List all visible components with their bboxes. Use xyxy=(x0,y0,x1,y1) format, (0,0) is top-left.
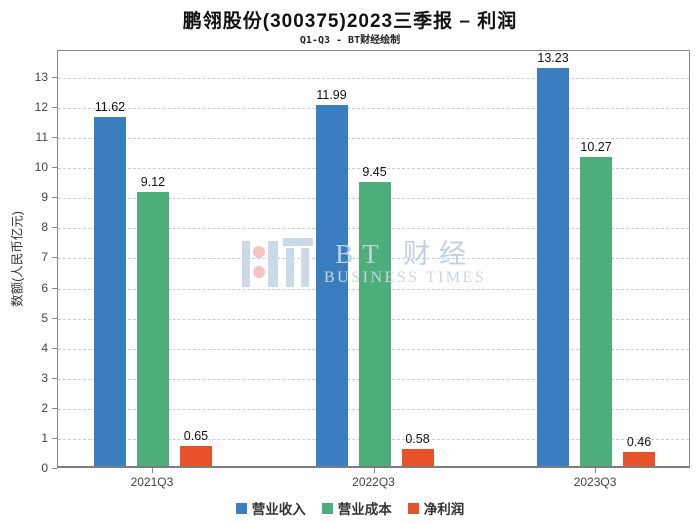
watermark-brand: BT 财经 xyxy=(335,239,476,269)
y-tick-label-6: 6 xyxy=(41,280,48,295)
y-tick-label-9: 9 xyxy=(41,190,48,205)
y-tick-mark xyxy=(52,137,57,139)
y-tick-mark xyxy=(52,197,57,199)
legend-item-营业收入: 营业收入 xyxy=(235,498,306,518)
legend-swatch-icon xyxy=(235,502,247,514)
legend-label: 净利润 xyxy=(423,502,465,517)
bar-value-label: 11.99 xyxy=(316,88,347,103)
bar-营业收入-2023Q3 xyxy=(537,68,570,466)
bar-营业成本-2022Q3 xyxy=(358,181,391,466)
y-tick-label-11: 11 xyxy=(35,130,48,145)
bar-value-label: 13.23 xyxy=(537,51,569,66)
x-tick-label-2023Q3: 2023Q3 xyxy=(573,475,617,489)
y-tick-label-0: 0 xyxy=(41,461,48,475)
bar-净利润-2021Q3 xyxy=(179,446,212,466)
y-tick-mark xyxy=(52,77,57,79)
bar-营业收入-2021Q3 xyxy=(93,116,126,466)
bar-营业成本-2021Q3 xyxy=(136,191,169,466)
legend-label: 营业收入 xyxy=(251,502,306,517)
x-tick-mark xyxy=(151,468,153,473)
y-tick-label-2: 2 xyxy=(41,400,48,415)
chart-subtitle: Q1-Q3 - BT财经绘制 xyxy=(299,35,401,46)
chart-title: 鹏翎股份(300375)2023三季报 – 利润 xyxy=(182,11,518,32)
legend-label: 营业成本 xyxy=(337,502,392,517)
x-tick-mark xyxy=(595,468,597,473)
bar-营业成本-2023Q3 xyxy=(580,157,613,466)
y-tick-label-1: 1 xyxy=(41,430,48,445)
bar-value-label: 0.58 xyxy=(405,431,430,446)
gridline-13 xyxy=(58,78,689,80)
legend-item-营业成本: 营业成本 xyxy=(321,498,392,518)
bar-营业收入-2022Q3 xyxy=(315,105,348,466)
gridline-10 xyxy=(58,168,689,170)
y-tick-label-12: 12 xyxy=(34,100,48,115)
y-tick-label-4: 4 xyxy=(41,340,48,355)
y-tick-mark xyxy=(52,107,57,109)
y-tick-mark xyxy=(52,468,57,469)
y-tick-label-13: 13 xyxy=(34,70,48,85)
y-tick-mark xyxy=(52,377,57,379)
bar-value-label: 9.45 xyxy=(362,164,387,179)
bar-value-label: 11.62 xyxy=(94,99,126,114)
y-tick-label-7: 7 xyxy=(41,250,48,265)
y-tick-mark xyxy=(52,347,57,349)
legend-swatch-icon xyxy=(321,502,333,514)
y-tick-label-10: 10 xyxy=(34,160,48,175)
y-tick-mark xyxy=(52,167,57,169)
bar-value-label: 0.46 xyxy=(626,435,652,450)
bar-value-label: 10.27 xyxy=(580,140,612,155)
x-tick-label-2021Q3: 2021Q3 xyxy=(130,475,174,489)
x-tick-mark xyxy=(373,468,375,473)
y-tick-mark xyxy=(52,437,57,439)
y-tick-mark xyxy=(52,407,57,409)
plot-area: 11.62 9.12 0.65 11.99 9.45 0.58 13.23 10.27 0.46… xyxy=(57,50,690,468)
watermark-subtext: BUSINESS TIMES xyxy=(324,269,487,286)
x-tick-label-2022Q3: 2022Q3 xyxy=(352,475,395,489)
bar-value-label: 0.65 xyxy=(183,429,209,444)
bar-净利润-2023Q3 xyxy=(623,452,656,466)
y-tick-mark xyxy=(52,257,57,259)
legend-swatch-icon xyxy=(407,502,419,514)
y-tick-mark xyxy=(52,287,57,289)
legend: 营业收入 营业成本 净利润 xyxy=(0,498,700,518)
bar-value-label: 9.12 xyxy=(140,174,166,189)
gridline-12 xyxy=(58,108,689,110)
y-tick-mark xyxy=(52,227,57,229)
legend-item-净利润: 净利润 xyxy=(407,498,465,518)
y-tick-label-5: 5 xyxy=(41,310,48,325)
bt-logo-icon xyxy=(242,238,313,287)
y-tick-label-8: 8 xyxy=(41,220,48,235)
gridline-11 xyxy=(58,138,689,140)
bar-净利润-2022Q3 xyxy=(401,448,434,466)
y-tick-label-3: 3 xyxy=(41,370,48,385)
y-tick-mark xyxy=(52,317,57,319)
